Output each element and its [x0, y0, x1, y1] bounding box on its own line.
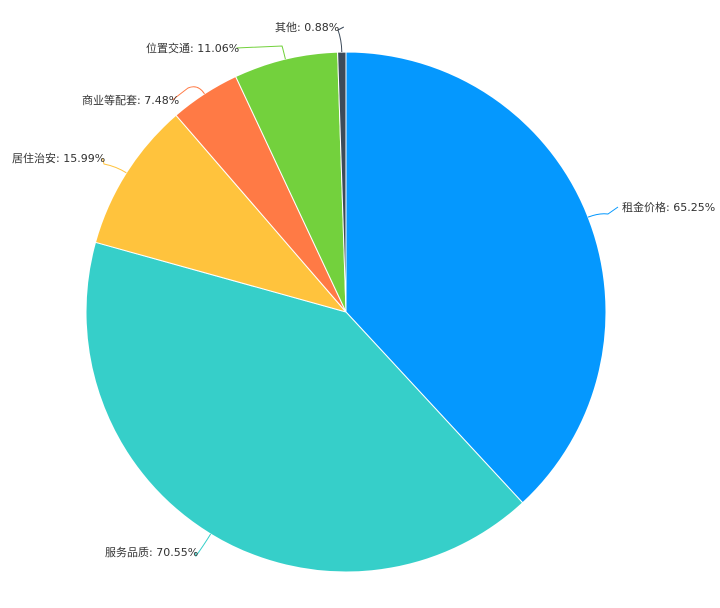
label-leader-line	[172, 86, 205, 101]
slice-label: 位置交通: 11.06%	[146, 41, 239, 55]
slice-label: 服务品质: 70.55%	[105, 546, 198, 559]
pie-slice-5[interactable]	[337, 51, 347, 313]
label-leader-line	[337, 26, 345, 53]
label-leader-line	[101, 157, 127, 174]
slice-label: 租金价格: 65.25%	[622, 200, 715, 214]
slice-label: 商业等配套: 7.48%	[82, 93, 179, 107]
pie-slice-0[interactable]	[345, 51, 607, 504]
pie-slice-1[interactable]	[85, 241, 524, 573]
label-leader-line	[236, 45, 286, 60]
slice-label: 其他: 0.88%	[275, 21, 339, 34]
label-leader-line	[194, 533, 212, 558]
slice-label: 居住治安: 15.99%	[12, 151, 105, 165]
label-leader-line	[587, 206, 619, 218]
